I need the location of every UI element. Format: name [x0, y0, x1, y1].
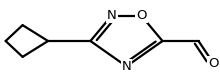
Text: N: N: [107, 9, 116, 22]
Text: O: O: [208, 57, 219, 70]
Text: O: O: [136, 9, 147, 22]
Text: N: N: [122, 60, 131, 73]
